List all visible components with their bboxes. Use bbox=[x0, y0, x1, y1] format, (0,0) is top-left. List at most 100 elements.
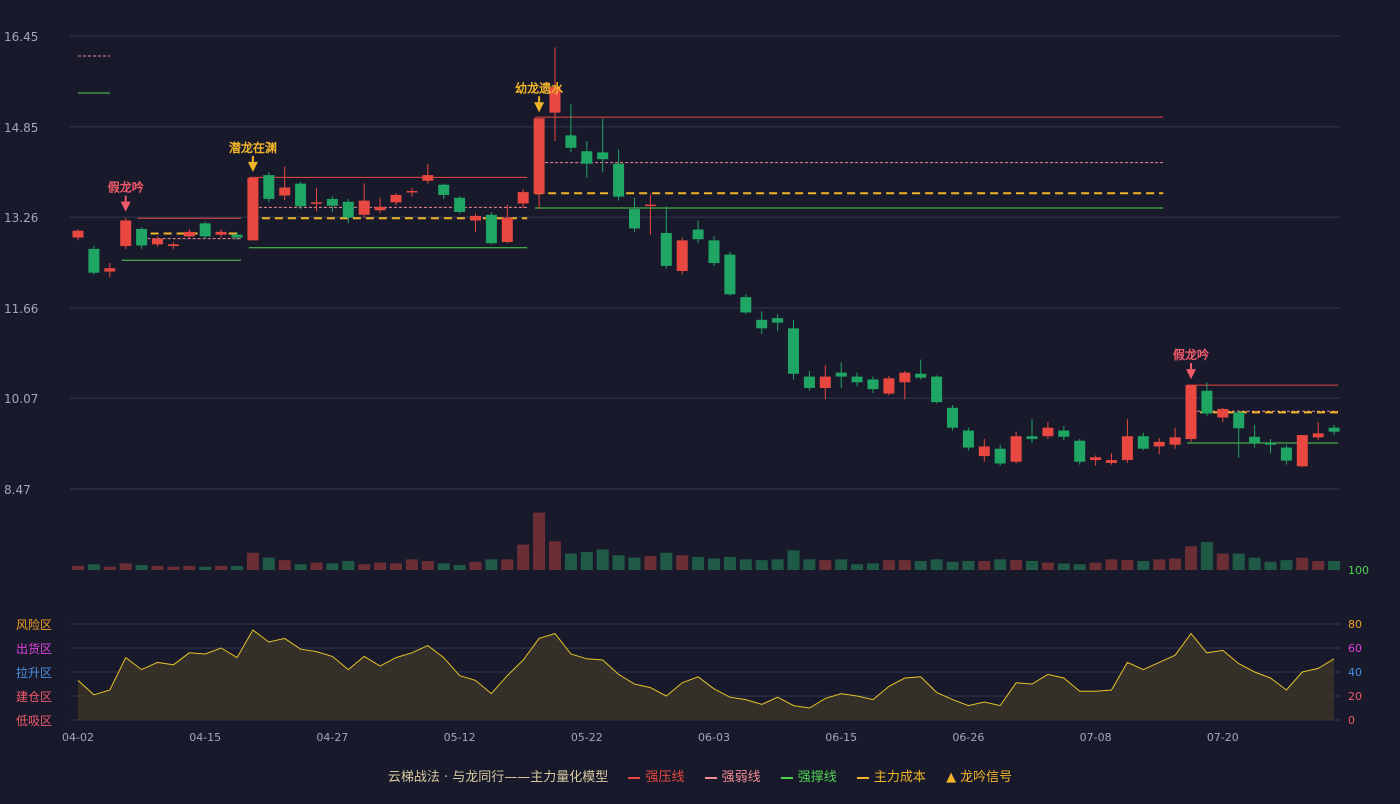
volume-bar bbox=[1137, 560, 1150, 570]
signal-label: 潜龙在渊 bbox=[229, 140, 277, 155]
candle-body bbox=[517, 192, 529, 204]
candle-body bbox=[676, 240, 688, 272]
date-tick-label: 04-02 bbox=[62, 731, 94, 744]
volume-bar bbox=[421, 560, 434, 570]
volume-bar bbox=[1264, 561, 1277, 570]
candle-body bbox=[867, 379, 879, 390]
signal-marker bbox=[1186, 369, 1196, 380]
candle-body bbox=[342, 201, 354, 218]
oscillator-axis: 80 风险区 60 出货区 40 拉升区 20 建仓区 0 低吸区 bbox=[16, 617, 1362, 728]
volume-bar bbox=[437, 563, 450, 570]
candle-body bbox=[470, 215, 481, 221]
legend-swatch-cost bbox=[856, 776, 869, 779]
candle-body bbox=[247, 177, 259, 241]
volume-bar bbox=[469, 561, 482, 570]
candle-body bbox=[1312, 433, 1324, 438]
date-tick-label: 05-22 bbox=[571, 731, 603, 744]
candle-body bbox=[533, 118, 545, 194]
legend-swatch-weak bbox=[704, 776, 717, 779]
candle-body bbox=[1280, 447, 1292, 461]
candle-body bbox=[136, 229, 148, 246]
candle-body bbox=[660, 232, 672, 266]
volume-bar bbox=[1312, 560, 1325, 570]
candle-body bbox=[1265, 443, 1276, 445]
volume-bar bbox=[87, 564, 100, 570]
grid-lines bbox=[70, 35, 1340, 721]
signal-marker bbox=[120, 201, 131, 212]
candle-body bbox=[851, 376, 863, 383]
volume-bar bbox=[1200, 542, 1213, 570]
candle-body bbox=[644, 204, 656, 207]
volume-bar bbox=[739, 559, 752, 570]
candle-body bbox=[199, 223, 211, 237]
price-tick-label: 16.45 bbox=[4, 30, 38, 44]
volume-bar bbox=[1248, 557, 1261, 570]
volume-bar bbox=[978, 560, 991, 570]
volume-bar bbox=[135, 565, 148, 570]
candle-body bbox=[1249, 436, 1261, 444]
volume-bar bbox=[612, 555, 625, 570]
legend-item-cost: 主力成本 bbox=[856, 766, 926, 785]
volume-bar bbox=[1026, 560, 1038, 570]
date-tick-label: 07-20 bbox=[1207, 731, 1239, 744]
candles bbox=[72, 47, 1340, 468]
candle-body bbox=[390, 194, 402, 203]
volume-bar bbox=[1121, 560, 1134, 570]
candle-body bbox=[1010, 436, 1022, 462]
volume-bar bbox=[215, 565, 228, 570]
candle-body bbox=[1121, 436, 1133, 461]
volume-bar bbox=[930, 559, 943, 570]
volume-bar bbox=[835, 559, 848, 570]
volume-bar bbox=[1041, 562, 1054, 570]
candle-body bbox=[120, 220, 132, 247]
volume-bar bbox=[755, 560, 768, 570]
volume-bar bbox=[405, 559, 418, 570]
volume-bar bbox=[994, 559, 1007, 570]
date-tick-label: 07-08 bbox=[1080, 731, 1112, 744]
price-tick-label: 11.66 bbox=[4, 302, 38, 316]
candle-body bbox=[295, 183, 307, 207]
candle-body bbox=[803, 376, 815, 388]
volume-bar bbox=[882, 560, 895, 570]
date-tick-label: 04-15 bbox=[189, 731, 221, 744]
price-tick-label: 8.47 bbox=[4, 483, 31, 497]
volume-bar bbox=[708, 558, 720, 570]
volume-bar bbox=[723, 556, 736, 570]
volume-bar bbox=[1010, 560, 1023, 570]
volume-bar bbox=[644, 556, 657, 570]
candle-body bbox=[72, 230, 84, 238]
volume-axis-label: 100 bbox=[1348, 564, 1369, 577]
volume-axis: 100 bbox=[1348, 564, 1369, 577]
volume-bar bbox=[374, 562, 387, 570]
candle-body bbox=[438, 184, 450, 195]
volume-bar bbox=[310, 562, 323, 570]
candle-body bbox=[708, 240, 720, 264]
candle-body bbox=[565, 135, 577, 148]
date-tick-label: 06-03 bbox=[698, 731, 730, 744]
legend-label-pressure: 强压线 bbox=[645, 770, 685, 785]
osc-zone-label: 风险区 bbox=[16, 617, 52, 632]
candle-body bbox=[835, 372, 847, 377]
signal-label: 假龙吟 bbox=[1173, 347, 1209, 362]
volume-bar bbox=[628, 557, 641, 570]
candle-body bbox=[994, 448, 1006, 464]
volume-bar bbox=[962, 560, 975, 570]
osc-tick-label: 40 bbox=[1348, 666, 1362, 679]
candle-body bbox=[279, 187, 291, 196]
candle-body bbox=[1137, 436, 1149, 449]
candle-body bbox=[819, 376, 831, 388]
candle-body bbox=[947, 407, 958, 428]
volume-bar bbox=[1057, 563, 1070, 570]
volume-bar bbox=[676, 555, 689, 570]
candle-body bbox=[358, 200, 370, 215]
candle-body bbox=[1201, 390, 1213, 414]
volume-bar bbox=[294, 564, 307, 570]
candle-body bbox=[1328, 427, 1340, 432]
candle-body bbox=[167, 244, 179, 247]
volume-bar bbox=[1169, 558, 1182, 570]
volume-bar bbox=[1153, 559, 1166, 570]
price-tick-label: 10.07 bbox=[4, 392, 38, 406]
candle-body bbox=[311, 202, 322, 204]
legend-label-weak: 强弱线 bbox=[721, 770, 761, 785]
